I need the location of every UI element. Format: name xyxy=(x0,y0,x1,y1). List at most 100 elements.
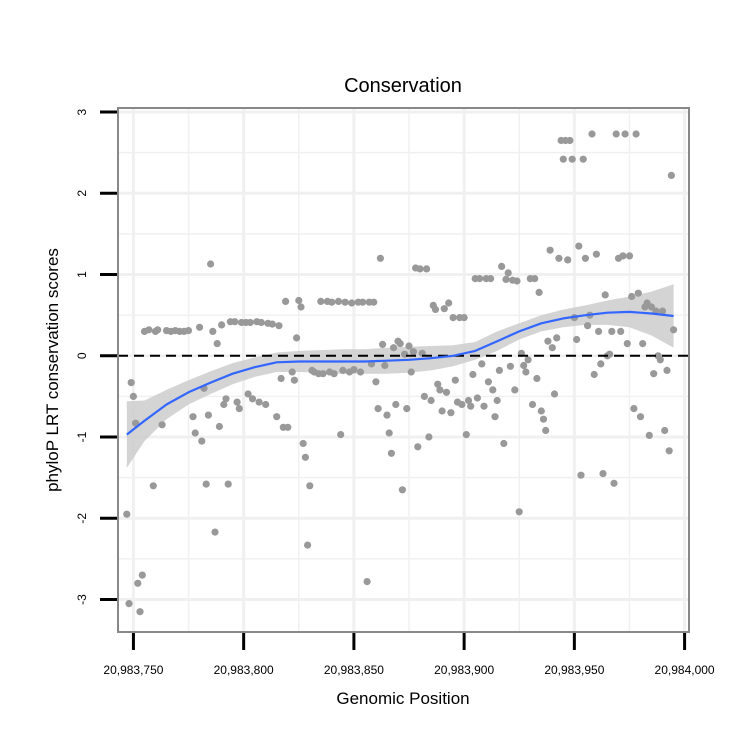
smooth-layer xyxy=(126,310,674,436)
data-point xyxy=(555,254,563,262)
data-point xyxy=(134,579,142,587)
data-point xyxy=(381,361,389,370)
data-point xyxy=(125,600,133,608)
data-point xyxy=(356,368,365,376)
data-point xyxy=(599,470,607,478)
data-point xyxy=(473,394,481,402)
data-point xyxy=(222,395,230,403)
x-tick-label: 20,984,000 xyxy=(655,663,715,677)
data-point xyxy=(464,396,473,405)
x-tick-label: 20,983,850 xyxy=(324,663,384,677)
data-point xyxy=(636,413,645,421)
data-point xyxy=(204,411,212,419)
data-point xyxy=(667,171,676,179)
data-point xyxy=(478,360,486,368)
data-point xyxy=(617,327,625,335)
data-point xyxy=(650,370,658,378)
data-point xyxy=(634,289,642,297)
data-point xyxy=(363,578,371,586)
data-point xyxy=(284,423,292,431)
data-point xyxy=(458,400,466,409)
data-point xyxy=(154,326,162,334)
data-point xyxy=(350,366,358,374)
data-point xyxy=(295,296,303,305)
data-point xyxy=(405,342,413,350)
data-point xyxy=(224,480,232,488)
data-point xyxy=(383,411,391,419)
data-point xyxy=(255,398,263,406)
data-point xyxy=(301,453,309,461)
data-point xyxy=(612,130,620,138)
data-point xyxy=(123,510,131,518)
data-point xyxy=(656,356,664,364)
data-point xyxy=(544,337,552,345)
data-point xyxy=(595,327,603,335)
data-point xyxy=(524,356,532,364)
data-point xyxy=(341,298,349,306)
y-tick-label: -2 xyxy=(75,513,89,524)
data-point xyxy=(487,275,495,283)
data-point xyxy=(376,254,384,262)
data-point xyxy=(330,370,338,378)
confidence-ribbon xyxy=(126,284,674,468)
data-point xyxy=(610,479,618,487)
data-point xyxy=(149,482,157,490)
data-point xyxy=(511,386,519,394)
x-tick-label: 20,983,800 xyxy=(214,663,274,677)
data-point xyxy=(334,297,343,305)
data-point xyxy=(440,305,448,313)
data-point xyxy=(491,413,499,421)
data-point xyxy=(293,334,301,342)
data-point xyxy=(500,439,508,448)
data-point xyxy=(425,433,433,441)
data-point xyxy=(359,298,367,306)
data-point xyxy=(592,250,601,258)
data-point xyxy=(244,390,252,398)
data-point xyxy=(209,327,217,335)
data-point xyxy=(370,298,378,306)
data-point xyxy=(127,379,135,387)
data-point xyxy=(564,256,572,264)
data-point xyxy=(504,269,512,277)
chart-title: Conservation xyxy=(344,75,462,97)
data-point xyxy=(416,265,424,273)
data-point xyxy=(317,297,325,305)
y-tick-label: 2 xyxy=(75,190,89,197)
data-point xyxy=(427,396,435,405)
data-point xyxy=(573,335,581,344)
data-point xyxy=(235,405,243,413)
data-point xyxy=(282,297,290,305)
data-point xyxy=(398,486,406,494)
data-point xyxy=(661,426,669,435)
y-axis-title: phyloP LRT conservation scores xyxy=(43,248,62,492)
y-tick-label: 0 xyxy=(75,352,89,359)
data-point xyxy=(581,254,590,262)
data-point xyxy=(337,431,345,439)
data-point xyxy=(136,608,144,616)
data-point xyxy=(414,443,422,451)
data-point xyxy=(138,571,146,579)
data-point xyxy=(290,376,298,384)
data-point xyxy=(328,298,336,306)
data-point xyxy=(196,323,204,331)
data-point xyxy=(548,344,556,352)
y-tick-label: -3 xyxy=(75,594,89,605)
data-point xyxy=(184,327,193,335)
data-point xyxy=(447,409,455,417)
data-point xyxy=(299,439,307,448)
data-point xyxy=(145,326,153,334)
data-point xyxy=(566,136,574,145)
data-point xyxy=(575,242,583,250)
data-point xyxy=(390,344,398,352)
data-point xyxy=(262,400,270,409)
data-point xyxy=(632,130,640,138)
x-tick-label: 20,983,950 xyxy=(544,663,604,677)
data-point xyxy=(579,155,587,163)
data-point xyxy=(129,392,137,400)
data-point xyxy=(385,429,393,437)
data-point xyxy=(387,449,395,457)
data-point xyxy=(462,431,470,439)
data-point xyxy=(658,307,667,315)
